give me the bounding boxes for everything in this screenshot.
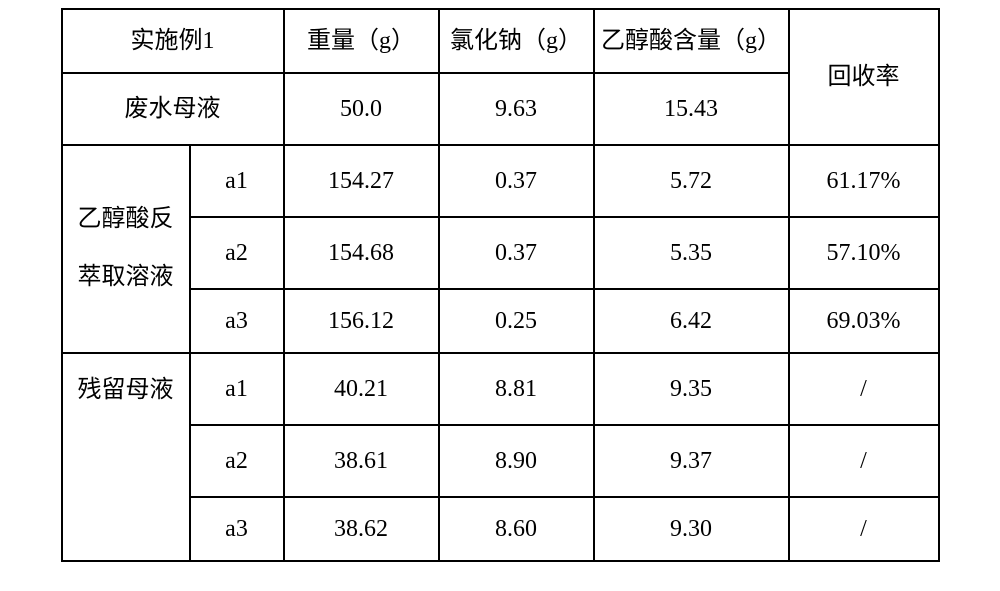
extract-row-nacl: 0.37 <box>439 145 594 217</box>
residual-row-glycolic: 9.30 <box>594 497 789 561</box>
header-glycolic: 乙醇酸含量（g） <box>594 9 789 73</box>
extract-row-id: a2 <box>190 217 284 289</box>
extract-row-nacl: 0.37 <box>439 217 594 289</box>
data-table-container: 实施例1 重量（g） 氯化钠（g） 乙醇酸含量（g） 回收率 废水母液 50.0… <box>61 8 940 562</box>
residual-row-recovery: / <box>789 497 939 561</box>
residual-row-weight: 40.21 <box>284 353 439 425</box>
residual-row-weight: 38.62 <box>284 497 439 561</box>
header-example: 实施例1 <box>62 9 284 73</box>
extract-row-glycolic: 5.35 <box>594 217 789 289</box>
residual-row-id: a2 <box>190 425 284 497</box>
extract-label-line2: 萃取溶液 <box>78 264 174 290</box>
extract-row-glycolic: 6.42 <box>594 289 789 353</box>
extract-label: 乙醇酸反 萃取溶液 <box>62 145 190 353</box>
extract-row-weight: 154.27 <box>284 145 439 217</box>
residual-row-glycolic: 9.35 <box>594 353 789 425</box>
residual-row-recovery: / <box>789 425 939 497</box>
extract-row-id: a3 <box>190 289 284 353</box>
residual-row-nacl: 8.60 <box>439 497 594 561</box>
residual-row-glycolic: 9.37 <box>594 425 789 497</box>
mother-liquor-nacl: 9.63 <box>439 73 594 145</box>
extract-row-recovery: 69.03% <box>789 289 939 353</box>
mother-liquor-label: 废水母液 <box>62 73 284 145</box>
residual-row-id: a1 <box>190 353 284 425</box>
residual-row-nacl: 8.90 <box>439 425 594 497</box>
residual-row-recovery: / <box>789 353 939 425</box>
mother-liquor-glycolic: 15.43 <box>594 73 789 145</box>
mother-liquor-weight: 50.0 <box>284 73 439 145</box>
extract-row-weight: 154.68 <box>284 217 439 289</box>
header-nacl: 氯化钠（g） <box>439 9 594 73</box>
residual-label: 残留母液 <box>62 353 190 561</box>
header-recovery: 回收率 <box>789 9 939 145</box>
residual-row-nacl: 8.81 <box>439 353 594 425</box>
header-weight: 重量（g） <box>284 9 439 73</box>
extract-row-recovery: 57.10% <box>789 217 939 289</box>
extract-row-recovery: 61.17% <box>789 145 939 217</box>
extract-row-weight: 156.12 <box>284 289 439 353</box>
data-table: 实施例1 重量（g） 氯化钠（g） 乙醇酸含量（g） 回收率 废水母液 50.0… <box>61 8 940 562</box>
extract-row-nacl: 0.25 <box>439 289 594 353</box>
residual-row-weight: 38.61 <box>284 425 439 497</box>
extract-label-line1: 乙醇酸反 <box>78 206 174 232</box>
residual-row-id: a3 <box>190 497 284 561</box>
extract-row-id: a1 <box>190 145 284 217</box>
extract-row-glycolic: 5.72 <box>594 145 789 217</box>
